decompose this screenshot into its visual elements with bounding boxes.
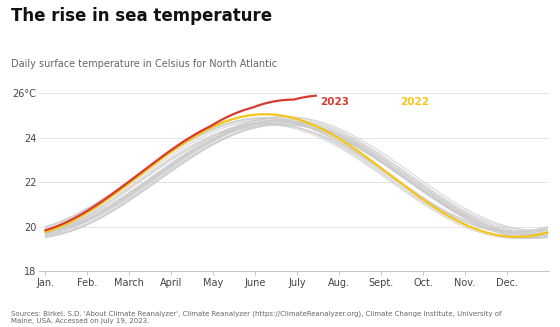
Text: 2022: 2022 <box>400 97 429 107</box>
Text: 2023: 2023 <box>320 97 349 107</box>
Text: The rise in sea temperature: The rise in sea temperature <box>11 7 272 25</box>
Text: Daily surface temperature in Celsius for North Atlantic: Daily surface temperature in Celsius for… <box>11 59 277 69</box>
Text: Sources: Birkel, S.D. 'About Climate Reanalyzer', Climate Reanalyzer (https://Cl: Sources: Birkel, S.D. 'About Climate Rea… <box>11 310 502 324</box>
